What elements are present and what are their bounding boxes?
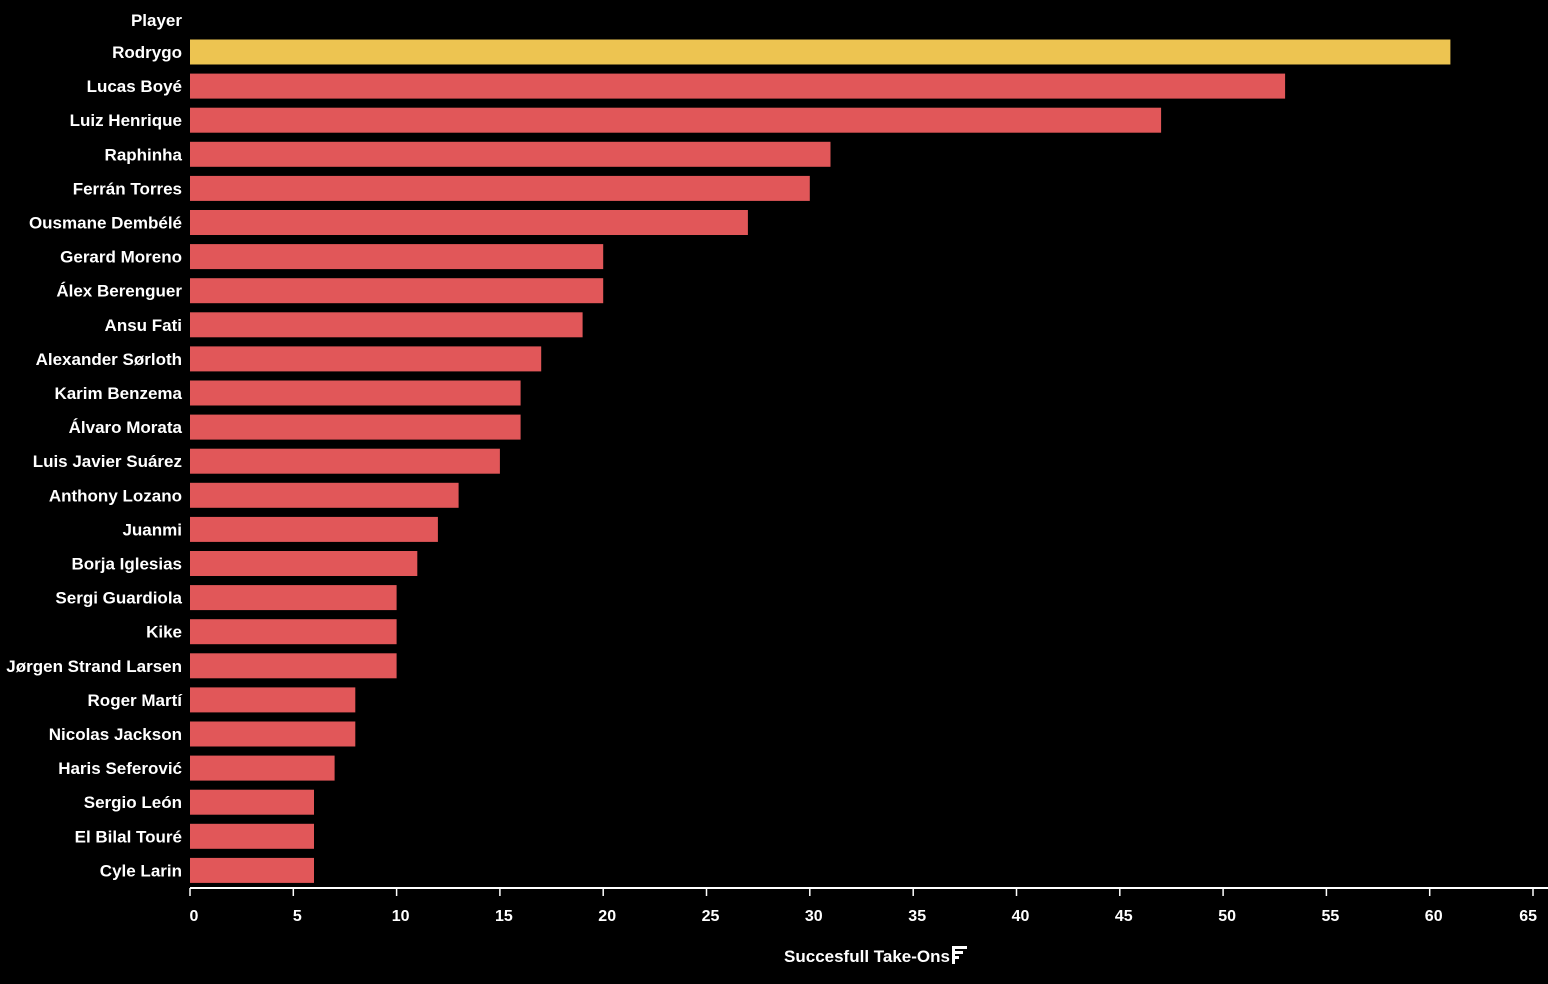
bar-3[interactable] xyxy=(190,141,831,167)
bar-7[interactable] xyxy=(190,278,604,304)
x-tick-label-4: 20 xyxy=(598,908,616,925)
player-label-3: Raphinha xyxy=(105,145,183,164)
x-tick-label-13: 65 xyxy=(1519,908,1537,925)
x-tick-label-0: 0 xyxy=(190,908,199,925)
x-axis-title: Succesfull Take-Ons xyxy=(784,947,950,966)
bar-23[interactable] xyxy=(190,823,314,849)
bar-6[interactable] xyxy=(190,244,604,270)
bar-16[interactable] xyxy=(190,585,397,611)
bars-group xyxy=(190,39,1451,883)
x-tick-label-9: 45 xyxy=(1115,908,1133,925)
player-label-14: Juanmi xyxy=(122,520,182,539)
bar-17[interactable] xyxy=(190,619,397,645)
player-label-9: Alexander Sørloth xyxy=(36,350,182,369)
player-label-4: Ferrán Torres xyxy=(73,179,182,198)
bar-22[interactable] xyxy=(190,789,314,815)
bar-10[interactable] xyxy=(190,380,521,406)
player-label-23: El Bilal Touré xyxy=(75,827,182,846)
bar-9[interactable] xyxy=(190,346,542,372)
player-label-11: Álvaro Morata xyxy=(69,418,183,437)
bar-18[interactable] xyxy=(190,653,397,679)
bar-19[interactable] xyxy=(190,687,356,713)
bar-0[interactable] xyxy=(190,39,1451,65)
x-tick-label-7: 35 xyxy=(908,908,926,925)
bar-20[interactable] xyxy=(190,721,356,747)
dimension-header: Player xyxy=(131,11,182,30)
x-tick-label-10: 50 xyxy=(1218,908,1236,925)
player-labels-group: Rodrygo Lucas Boyé Luiz Henrique Raphinha Fe… xyxy=(6,43,183,880)
player-label-20: Nicolas Jackson xyxy=(49,725,182,744)
bar-1[interactable] xyxy=(190,73,1286,99)
sort-descending-icon[interactable] xyxy=(952,946,967,964)
player-label-12: Luis Javier Suárez xyxy=(33,452,182,471)
player-label-24: Cyle Larin xyxy=(100,861,182,880)
player-label-15: Borja Iglesias xyxy=(71,555,182,574)
bar-8[interactable] xyxy=(190,312,583,338)
x-tick-label-11: 55 xyxy=(1322,908,1340,925)
player-label-18: Jørgen Strand Larsen xyxy=(6,657,182,676)
bar-13[interactable] xyxy=(190,482,459,508)
player-label-22: Sergio León xyxy=(84,793,182,812)
x-tick-label-6: 30 xyxy=(805,908,823,925)
bar-4[interactable] xyxy=(190,175,810,201)
player-label-6: Gerard Moreno xyxy=(60,248,182,267)
bar-14[interactable] xyxy=(190,516,438,542)
x-tick-label-2: 10 xyxy=(392,908,410,925)
x-tick-label-5: 25 xyxy=(702,908,720,925)
player-label-0: Rodrygo xyxy=(112,43,182,62)
player-label-7: Álex Berenguer xyxy=(56,282,182,301)
player-label-8: Ansu Fati xyxy=(105,316,182,335)
x-tick-label-3: 15 xyxy=(495,908,513,925)
bar-11[interactable] xyxy=(190,414,521,440)
bar-2[interactable] xyxy=(190,107,1162,133)
x-axis-title-group: Succesfull Take-Ons xyxy=(784,946,967,966)
player-label-17: Kike xyxy=(146,623,182,642)
player-label-2: Luiz Henrique xyxy=(70,111,182,130)
x-axis-ticks-group: 0 5 10 15 20 25 30 35 40 45 50 55 60 65 xyxy=(189,888,1537,925)
player-label-10: Karim Benzema xyxy=(54,384,182,403)
bar-5[interactable] xyxy=(190,210,748,235)
player-label-5: Ousmane Dembélé xyxy=(29,214,182,233)
x-tick-label-1: 5 xyxy=(293,908,302,925)
x-tick-label-8: 40 xyxy=(1012,908,1030,925)
player-label-16: Sergi Guardiola xyxy=(55,589,182,608)
player-label-1: Lucas Boyé xyxy=(87,77,182,96)
bar-15[interactable] xyxy=(190,551,418,576)
player-label-13: Anthony Lozano xyxy=(49,486,182,505)
bar-12[interactable] xyxy=(190,448,500,474)
bar-21[interactable] xyxy=(190,755,335,781)
x-tick-label-12: 60 xyxy=(1425,908,1443,925)
player-label-19: Roger Martí xyxy=(88,691,184,710)
bar-24[interactable] xyxy=(190,857,314,883)
player-label-21: Haris Seferović xyxy=(58,759,182,778)
